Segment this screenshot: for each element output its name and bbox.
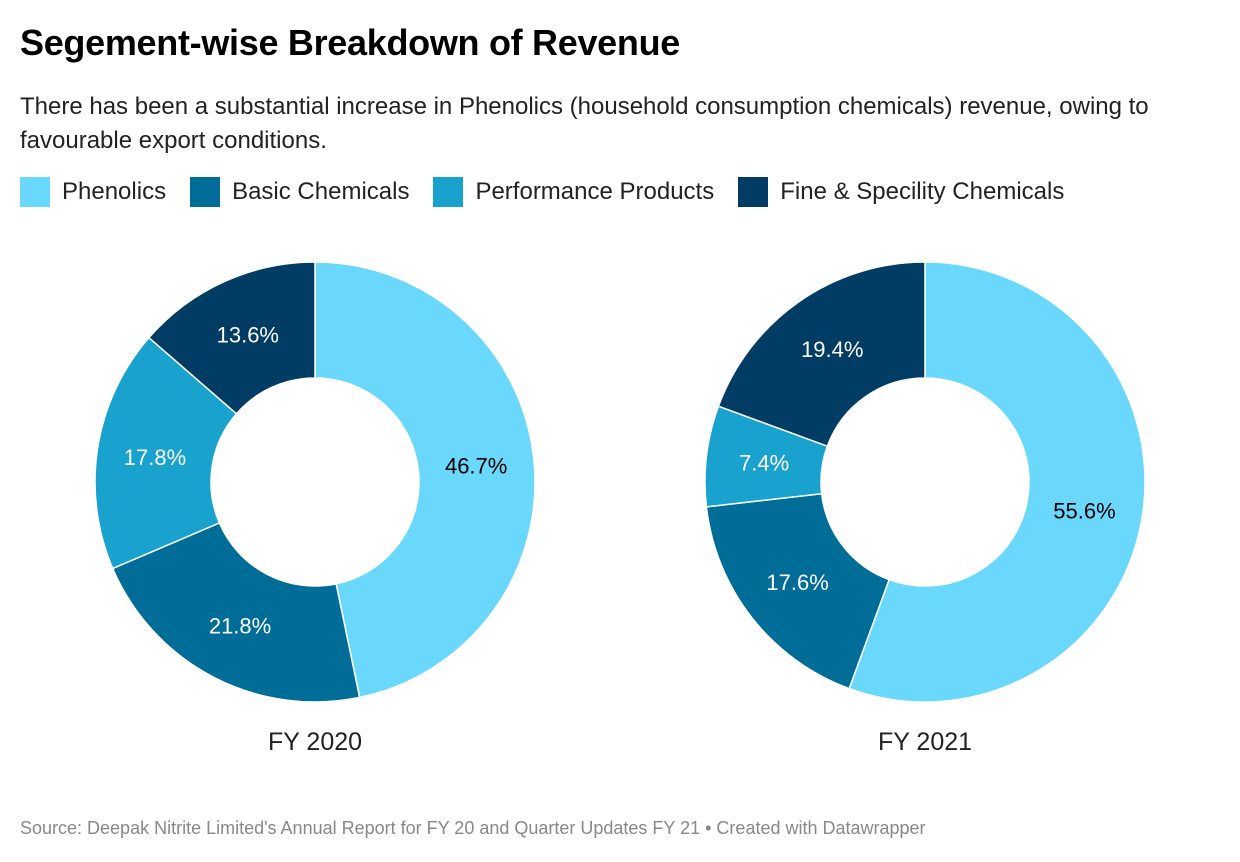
legend-swatch (20, 177, 50, 207)
slice-label: 17.8% (124, 445, 186, 470)
slice-label: 55.6% (1053, 498, 1115, 523)
legend-label: Fine & Specility Chemicals (780, 178, 1065, 205)
legend-label: Phenolics (62, 178, 167, 205)
chart-subtitle: There has been a substantial increase in… (20, 93, 1149, 154)
slice-performance-products (94, 336, 238, 570)
slice-fine-specility-chemicals (717, 261, 926, 448)
slice-label: 19.4% (801, 337, 863, 362)
slice-label: 21.8% (209, 614, 271, 639)
legend-swatch (433, 177, 464, 207)
slice-label: 7.4% (739, 451, 789, 476)
slice-label: 13.6% (217, 323, 279, 348)
slice-label: 46.7% (445, 453, 507, 478)
legend-item: Basic Chemicals (190, 177, 409, 207)
slice-basic-chemicals (705, 492, 891, 690)
legend-swatch (738, 177, 769, 207)
legend-item: Fine & Specility Chemicals (738, 177, 1064, 207)
legend: Phenolics Basic Chemicals Performance Prod… (20, 177, 1088, 207)
chart-label: FY 2020 (268, 728, 362, 756)
legend-label: Performance Products (475, 178, 715, 205)
slice-phenolics (314, 261, 536, 699)
slice-fine-specility-chemicals (147, 261, 316, 415)
slice-phenolics (848, 261, 1146, 703)
legend-item: Phenolics (20, 177, 166, 207)
source-note: Source: Deepak Nitrite Limited's Annual … (20, 818, 926, 838)
legend-label: Basic Chemicals (232, 178, 410, 205)
slice-basic-chemicals (111, 521, 361, 703)
slice-label: 17.6% (766, 570, 828, 595)
legend-swatch (190, 177, 221, 207)
chart-label: FY 2021 (878, 728, 972, 756)
chart-title: Segement-wise Breakdown of Revenue (20, 22, 680, 63)
legend-item: Performance Products (433, 177, 714, 207)
